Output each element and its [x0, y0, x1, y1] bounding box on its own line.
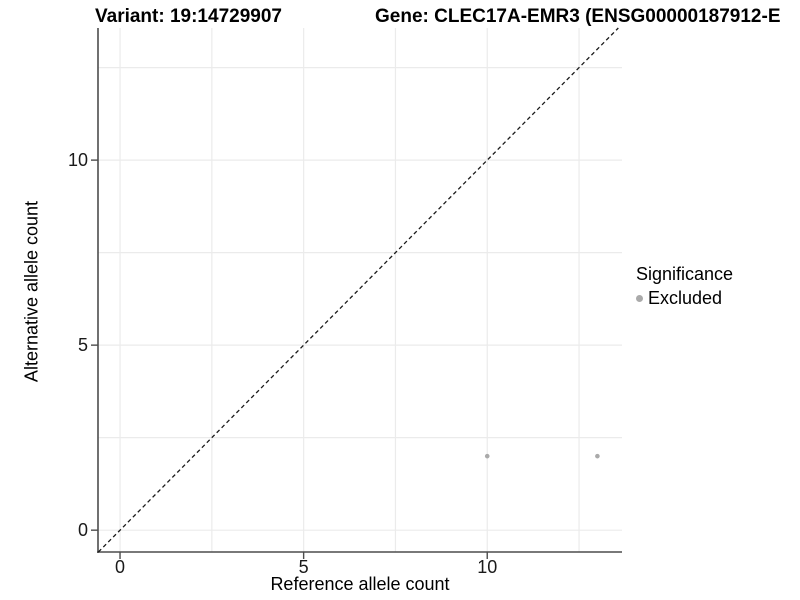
legend-item-label: Excluded — [648, 288, 723, 308]
x-tick-label: 0 — [115, 557, 125, 577]
legend: Significance Excluded — [636, 264, 733, 309]
y-tick-label: 0 — [78, 520, 88, 540]
y-axis-title: Alternative allele count — [21, 200, 42, 383]
legend-item-excluded: Excluded — [636, 288, 733, 309]
x-tick-label: 5 — [299, 557, 309, 577]
axes: 0 5 10 0 5 10 — [68, 28, 622, 577]
grid-lines — [98, 28, 622, 552]
gene-title: Gene: CLEC17A-EMR3 (ENSG00000187912-E — [375, 6, 781, 27]
x-tick-label: 10 — [477, 557, 497, 577]
identity-line-layer — [97, 27, 619, 553]
y-tick-label: 10 — [68, 150, 88, 170]
x-axis-title: Reference allele count — [270, 574, 450, 594]
y-tick-label: 5 — [78, 335, 88, 355]
data-point — [595, 453, 600, 459]
identity-line — [97, 27, 619, 553]
excluded-point-icon — [636, 295, 643, 302]
data-points-layer — [484, 453, 600, 459]
data-point — [484, 453, 490, 459]
legend-title: Significance — [636, 264, 734, 284]
variant-title: Variant: 19:14729907 — [95, 6, 282, 27]
